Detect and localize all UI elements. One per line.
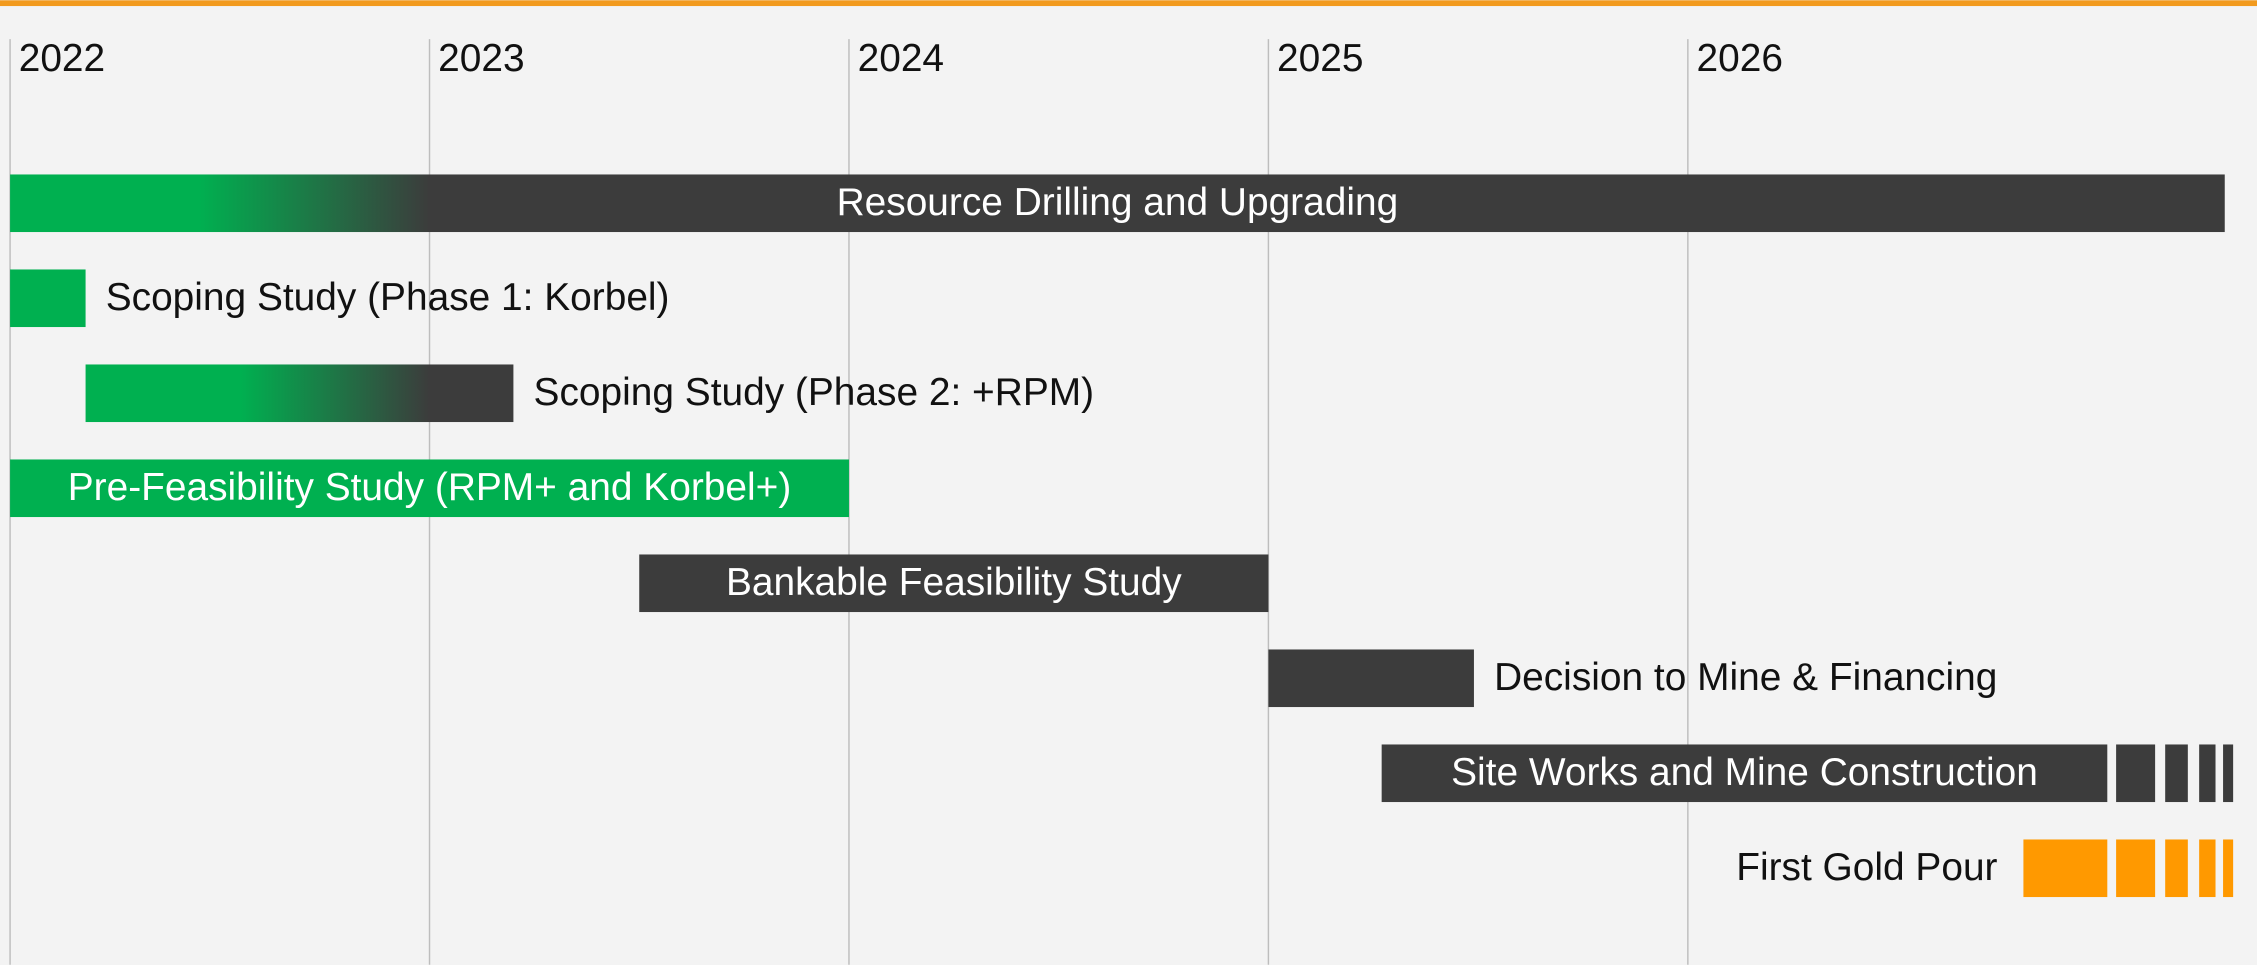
task-label: Scoping Study (Phase 2: +RPM) bbox=[534, 371, 1095, 414]
task-label: First Gold Pour bbox=[1736, 846, 1997, 889]
x-tick-label: 2023 bbox=[438, 37, 524, 80]
dash-segment bbox=[2199, 839, 2216, 898]
task-continuation bbox=[2116, 744, 2234, 803]
task-label: Bankable Feasibility Study bbox=[726, 561, 1182, 604]
x-tick-label: 2025 bbox=[1277, 37, 1363, 80]
task-bar bbox=[1268, 649, 1474, 708]
x-tick-label: 2024 bbox=[858, 37, 944, 80]
task-label: Scoping Study (Phase 1: Korbel) bbox=[106, 276, 670, 319]
task-bar bbox=[10, 174, 2225, 233]
task-label: Site Works and Mine Construction bbox=[1451, 751, 2038, 794]
dash-segment bbox=[2165, 839, 2188, 898]
task-label: Resource Drilling and Upgrading bbox=[837, 181, 1399, 224]
task-bar bbox=[10, 459, 849, 518]
dash-segment bbox=[2199, 744, 2216, 803]
dash-segment bbox=[2165, 744, 2188, 803]
x-tick-label: 2026 bbox=[1696, 37, 1782, 80]
dash-segment bbox=[2116, 744, 2156, 803]
task-bar bbox=[10, 269, 86, 328]
x-tick-label: 2022 bbox=[19, 37, 105, 80]
dash-segment bbox=[2223, 839, 2234, 898]
task-bar bbox=[639, 554, 1269, 613]
task-label: Decision to Mine & Financing bbox=[1494, 656, 1997, 699]
dash-segment bbox=[2223, 744, 2234, 803]
task-bar bbox=[85, 364, 514, 423]
task-bar bbox=[1381, 744, 2108, 803]
dash-segment bbox=[2116, 839, 2156, 898]
task-continuation bbox=[2116, 839, 2234, 898]
task-bar bbox=[2023, 839, 2108, 898]
top-border bbox=[0, 0, 2257, 7]
task-label: Pre-Feasibility Study (RPM+ and Korbel+) bbox=[68, 466, 792, 509]
